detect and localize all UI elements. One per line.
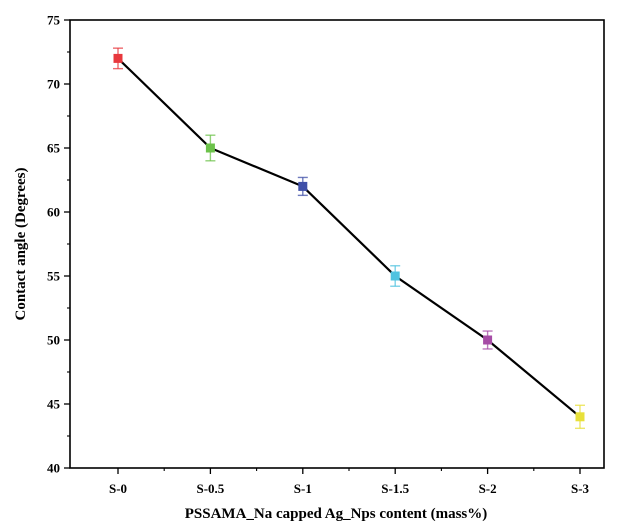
x-axis-title: PSSAMA_Na capped Ag_Nps content (mass%) (185, 506, 488, 522)
y-tick-label-55: 55 (47, 269, 61, 284)
series-group (113, 47, 585, 430)
x-tick-label-S-0: S-0 (109, 481, 127, 496)
x-tick-label-S-0.5: S-0.5 (196, 481, 224, 496)
data-point-S-0.5 (205, 134, 216, 162)
y-tick-label-70: 70 (47, 77, 60, 92)
data-point-S-3 (575, 404, 585, 430)
marker-S-0.5 (205, 143, 215, 153)
marker-S-0 (113, 53, 123, 63)
marker-S-3 (575, 412, 585, 422)
x-tick-label-S-1: S-1 (294, 481, 312, 496)
y-tick-label-50: 50 (47, 333, 60, 348)
y-tick-label-65: 65 (47, 141, 61, 156)
axes (69, 19, 605, 469)
marker-S-2 (483, 335, 493, 345)
x-axis-ticks: S-0 S-0.5 S-1 S-1.5 S-2 S-3 (109, 468, 590, 496)
marker-S-1 (298, 181, 308, 191)
data-point-S-1 (297, 176, 308, 197)
x-tick-label-S-2: S-2 (479, 481, 497, 496)
plot-frame (69, 19, 605, 469)
y-tick-label-75: 75 (47, 13, 61, 28)
y-tick-label-40: 40 (47, 461, 60, 476)
series-line-0 (117, 57, 581, 418)
y-tick-label-60: 60 (47, 205, 60, 220)
y-axis-ticks: 40 45 50 55 60 65 70 75 (47, 13, 70, 476)
marker-S-1.5 (390, 271, 400, 281)
data-point-S-0 (113, 47, 123, 70)
x-tick-label-S-3: S-3 (571, 481, 590, 496)
x-tick-label-S-1.5: S-1.5 (381, 481, 409, 496)
y-axis-title: Contact angle (Degrees) (13, 167, 29, 320)
data-point-S-2 (482, 330, 493, 350)
y-tick-label-45: 45 (47, 397, 61, 412)
data-point-S-1.5 (390, 265, 401, 287)
